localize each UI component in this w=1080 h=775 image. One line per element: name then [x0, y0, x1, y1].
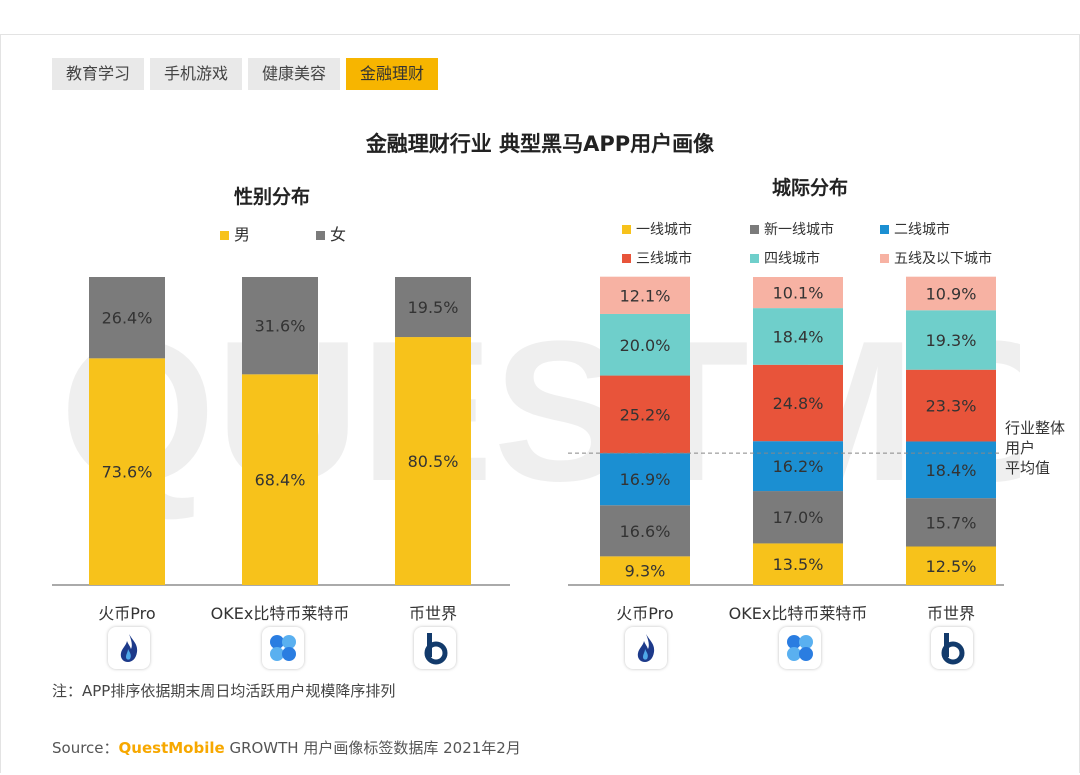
city-legend-label: 一线城市 [636, 221, 692, 238]
gender-bar-segment [89, 277, 165, 359]
city-bar-segment [906, 276, 996, 311]
city-category-label: 币世界 [927, 604, 975, 623]
city-bar-segment [600, 313, 690, 376]
city-data-label: 24.8% [773, 394, 824, 413]
city-data-label: 12.5% [926, 557, 977, 576]
gender-chart-title: 性别分布 [234, 185, 310, 208]
tab-health-beauty[interactable]: 健康美容 [248, 58, 341, 90]
source-line: Source：QuestMobile GROWTH 用户画像标签数据库 2021… [52, 737, 521, 758]
gender-data-label: 80.5% [408, 452, 459, 471]
city-data-label: 19.3% [926, 331, 977, 350]
city-data-label: 16.2% [773, 457, 824, 476]
city-chart-title: 城际分布 [772, 176, 848, 199]
page-title: 金融理财行业 典型黑马APP用户画像 [365, 132, 715, 156]
city-data-label: 16.6% [620, 522, 671, 541]
gender-data-label: 68.4% [255, 471, 306, 490]
gender-data-label: 26.4% [102, 309, 153, 328]
city-legend-swatch [750, 225, 759, 234]
city-data-label: 13.5% [773, 555, 824, 574]
bishijie-icon [414, 627, 456, 669]
gender-category-label: 火币Pro [98, 604, 155, 623]
city-legend-swatch [880, 225, 889, 234]
gender-data-label: 19.5% [408, 298, 459, 317]
city-bar-segment [600, 375, 690, 454]
city-bar-segment [753, 543, 843, 585]
gender-bar-segment [242, 277, 318, 375]
source-brand: QuestMobile [118, 739, 225, 757]
city-data-label: 12.1% [620, 286, 671, 305]
gender-data-label: 73.6% [102, 463, 153, 482]
city-bar-segment [753, 491, 843, 544]
gender-bar-segment [395, 277, 471, 338]
city-legend-swatch [880, 254, 889, 263]
source-prefix: Source： [52, 739, 119, 757]
gender-legend-label: 女 [330, 225, 346, 244]
city-data-label: 18.4% [773, 327, 824, 346]
gender-bar-segment [242, 374, 318, 585]
city-bar-segment [753, 441, 843, 492]
city-category-label: OKEx比特币莱特币 [729, 604, 868, 623]
city-legend-swatch [622, 254, 631, 263]
okex-icon [262, 627, 304, 669]
average-reference-label: 平均值 [1005, 459, 1050, 477]
tab-education[interactable]: 教育学习 [52, 58, 145, 90]
city-legend-label: 五线及以下城市 [894, 250, 992, 267]
city-bar-segment [906, 546, 996, 585]
huobi-icon [625, 627, 667, 669]
gender-bar-segment [89, 358, 165, 585]
city-legend-swatch [750, 254, 759, 263]
gender-legend-swatch [220, 231, 229, 240]
average-reference-label: 行业整体 [1005, 419, 1065, 437]
city-bar-segment [906, 441, 996, 499]
city-bar-segment [906, 498, 996, 547]
city-bar-segment [753, 277, 843, 309]
city-bar-segment [600, 276, 690, 314]
city-data-label: 25.2% [620, 405, 671, 424]
bishijie-icon [931, 627, 973, 669]
gender-legend-label: 男 [234, 225, 250, 244]
gender-data-label: 31.6% [255, 317, 306, 336]
city-data-label: 20.0% [620, 336, 671, 355]
city-bar-segment [753, 364, 843, 442]
city-bar-segment [600, 453, 690, 506]
city-bar-segment [906, 310, 996, 370]
city-data-label: 15.7% [926, 513, 977, 532]
okex-icon [779, 627, 821, 669]
city-data-label: 9.3% [625, 562, 666, 581]
category-tabs: 教育学习 手机游戏 健康美容 金融理财 [52, 58, 439, 90]
gender-category-label: 币世界 [409, 604, 457, 623]
city-data-label: 10.1% [773, 284, 824, 303]
city-data-label: 16.9% [620, 470, 671, 489]
city-legend-label: 四线城市 [764, 250, 820, 267]
gender-category-label: OKEx比特币莱特币 [211, 604, 350, 623]
city-bar-segment [600, 556, 690, 585]
city-data-label: 10.9% [926, 284, 977, 303]
city-legend-label: 二线城市 [894, 221, 950, 238]
footnote: 注：APP排序依据期末周日均活跃用户规模降序排列 [52, 682, 396, 700]
city-legend-label: 三线城市 [636, 250, 692, 267]
city-bar-segment [753, 308, 843, 365]
gender-legend-swatch [316, 231, 325, 240]
city-data-label: 18.4% [926, 461, 977, 480]
huobi-icon [108, 627, 150, 669]
city-legend-label: 新一线城市 [764, 221, 834, 238]
tab-mobile-games[interactable]: 手机游戏 [150, 58, 243, 90]
average-reference-label: 用户 [1005, 439, 1035, 457]
city-category-label: 火币Pro [616, 604, 673, 623]
city-data-label: 23.3% [926, 397, 977, 416]
source-text: GROWTH 用户画像标签数据库 2021年2月 [229, 739, 521, 757]
gender-bar-segment [395, 337, 471, 585]
tab-finance[interactable]: 金融理财 [346, 58, 439, 90]
city-bar-segment [600, 505, 690, 557]
city-legend-swatch [622, 225, 631, 234]
city-bar-segment [906, 369, 996, 442]
city-data-label: 17.0% [773, 508, 824, 527]
